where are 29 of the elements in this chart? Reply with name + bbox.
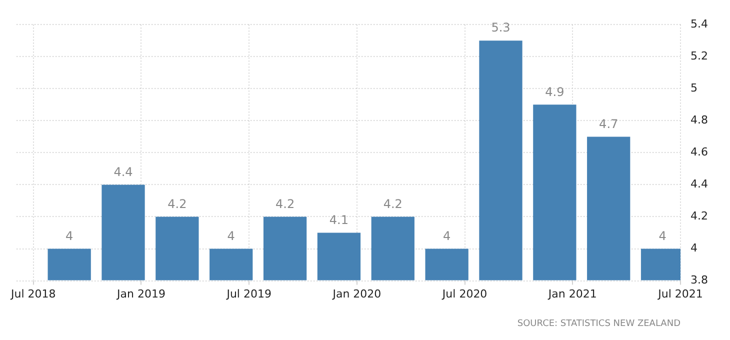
x-tick-label: Jul 2020	[441, 287, 488, 300]
data-label: 4.4	[114, 164, 133, 179]
source-note: SOURCE: STATISTICS NEW ZEALAND	[517, 318, 681, 329]
y-tick-label: 4.2	[690, 210, 708, 223]
data-label: 4.2	[168, 196, 187, 211]
x-tick-label: Jan 2019	[116, 287, 166, 300]
y-tick-label: 5.4	[690, 17, 708, 30]
x-tick-label: Jul 2019	[226, 287, 272, 300]
data-label: 4	[66, 228, 74, 243]
y-tick-label: 5.2	[690, 49, 708, 62]
data-label: 4.1	[329, 212, 349, 227]
x-tick-label: Jul 2021	[657, 287, 703, 300]
data-label: 4.2	[383, 196, 402, 211]
y-tick-label: 4	[690, 242, 698, 255]
data-label: 4	[227, 228, 235, 243]
data-label: 4	[443, 228, 451, 243]
x-tick-label: Jan 2020	[332, 287, 382, 300]
y-tick-label: 4.4	[690, 178, 708, 191]
y-tick-label: 4.8	[690, 114, 708, 127]
data-label: 4.2	[275, 196, 295, 211]
y-tick-label: 3.8	[690, 274, 708, 287]
y-tick-label: 4.6	[690, 146, 708, 159]
x-tick-label: Jul 2018	[10, 287, 56, 300]
data-label: 5.3	[491, 20, 510, 35]
data-label: 4.9	[545, 84, 564, 99]
data-label: 4	[658, 228, 666, 243]
x-tick-label: Jan 2021	[547, 287, 597, 300]
data-label: 4.7	[599, 116, 618, 131]
y-tick-label: 5	[690, 82, 698, 95]
